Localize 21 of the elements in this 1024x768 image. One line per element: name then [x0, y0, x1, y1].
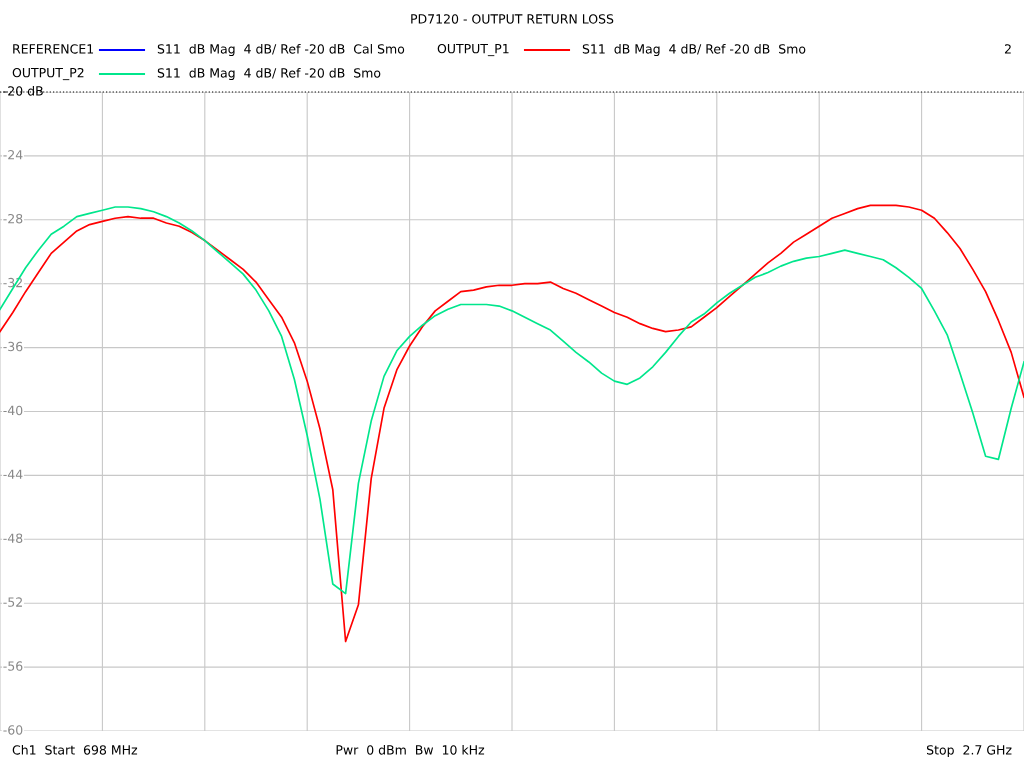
text: S11 dB Mag 4 dB/ Ref -20 dB Cal Smo [157, 43, 405, 57]
text: Ch1 Start 698 MHz [12, 744, 138, 755]
text: Pwr 0 dBm Bw 10 kHz [336, 744, 485, 755]
y-tick-label: -44 [3, 469, 23, 479]
legend-label: OUTPUT_P1 [437, 43, 509, 57]
y-tick-label: -52 [3, 597, 22, 607]
y-tick-label: -20 dB [3, 85, 43, 96]
chart-title: PD7120 - OUTPUT RETURN LOSS [411, 14, 614, 24]
text: Stop 2.7 GHz [926, 745, 1012, 758]
legend-label: REFERENCE1 [13, 44, 94, 54]
y-tick-label: -28 [3, 213, 23, 224]
y-tick-label: -56 [3, 661, 23, 671]
text: S11 dB Mag 4 dB/ Ref -20 dB Smo [157, 67, 381, 81]
legend-label: OUTPUT_P2 [12, 67, 84, 81]
y-tick-label: -48 [3, 533, 23, 543]
y-tick-label: -24 [3, 150, 23, 160]
text: S11 dB Mag 4 dB/ Ref -20 dB Smo [582, 43, 806, 57]
text: 2 [1004, 44, 1011, 54]
y-tick-label: -36 [3, 341, 23, 352]
y-tick-label: -40 [3, 405, 23, 416]
y-tick-label: -60 [3, 725, 23, 735]
